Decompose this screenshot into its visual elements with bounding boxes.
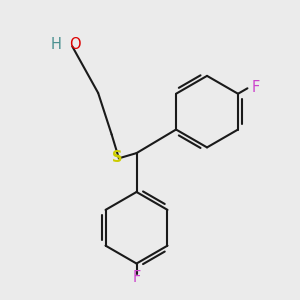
Text: S: S [112, 150, 123, 165]
Text: F: F [251, 80, 260, 94]
Text: F: F [132, 270, 141, 285]
Text: H: H [51, 37, 62, 52]
Text: O: O [69, 37, 80, 52]
